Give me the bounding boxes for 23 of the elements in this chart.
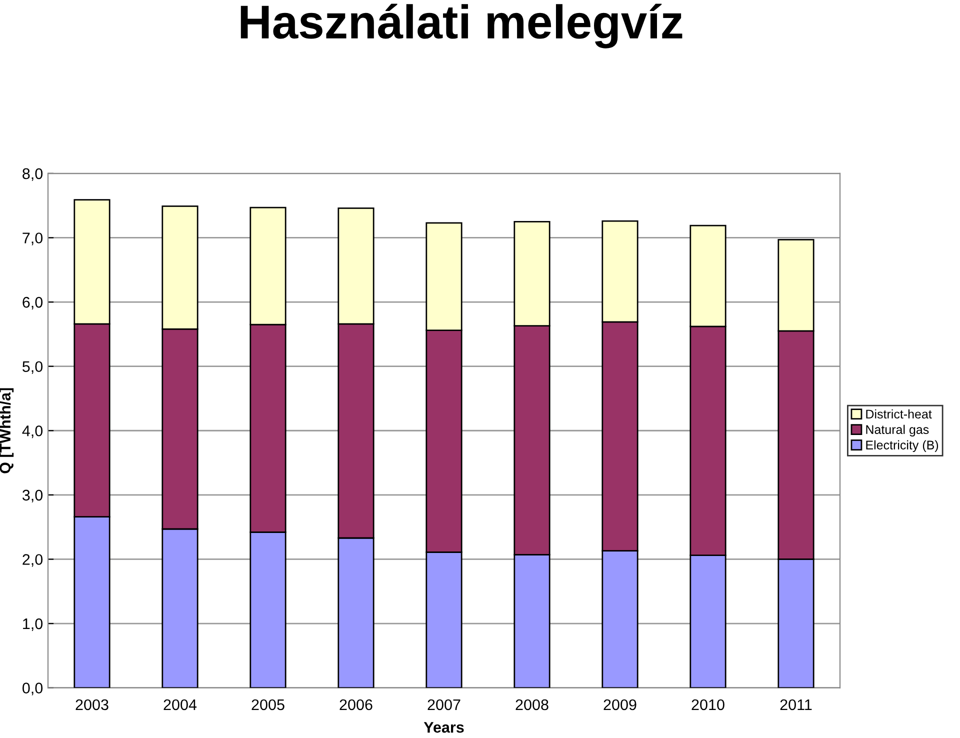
legend-label: Electricity (B)	[866, 440, 938, 452]
x-tick-label: 2007	[428, 699, 460, 710]
x-tick-label: 2005	[252, 699, 284, 710]
y-tick-label: 5,0	[22, 361, 43, 374]
y-tick-label: 3,0	[22, 490, 43, 502]
x-tick-label: 2009	[604, 699, 636, 710]
x-axis-title: Years	[424, 722, 464, 733]
y-tick-label: 1,0	[23, 618, 43, 632]
x-tick-label: 2003	[76, 699, 108, 710]
y-tick-label: 8,0	[22, 168, 43, 181]
chart-title: Használati melegvíz	[240, 4, 682, 48]
x-tick-label: 2004	[164, 699, 197, 710]
x-tick-label: 2010	[692, 699, 724, 710]
y-tick-label: 6,0	[22, 296, 43, 310]
x-tick-label: 2011	[780, 699, 812, 710]
y-tick-label: 2,0	[22, 554, 43, 567]
y-tick-label: 7,0	[22, 232, 43, 246]
legend-label: District-heat	[866, 409, 932, 419]
x-tick-label: 2008	[516, 699, 548, 710]
y-tick-label: 4,0	[22, 425, 43, 438]
x-tick-label: 2006	[340, 699, 372, 710]
legend-label: Natural gas	[866, 424, 929, 436]
y-tick-label: 0,0	[22, 682, 43, 696]
